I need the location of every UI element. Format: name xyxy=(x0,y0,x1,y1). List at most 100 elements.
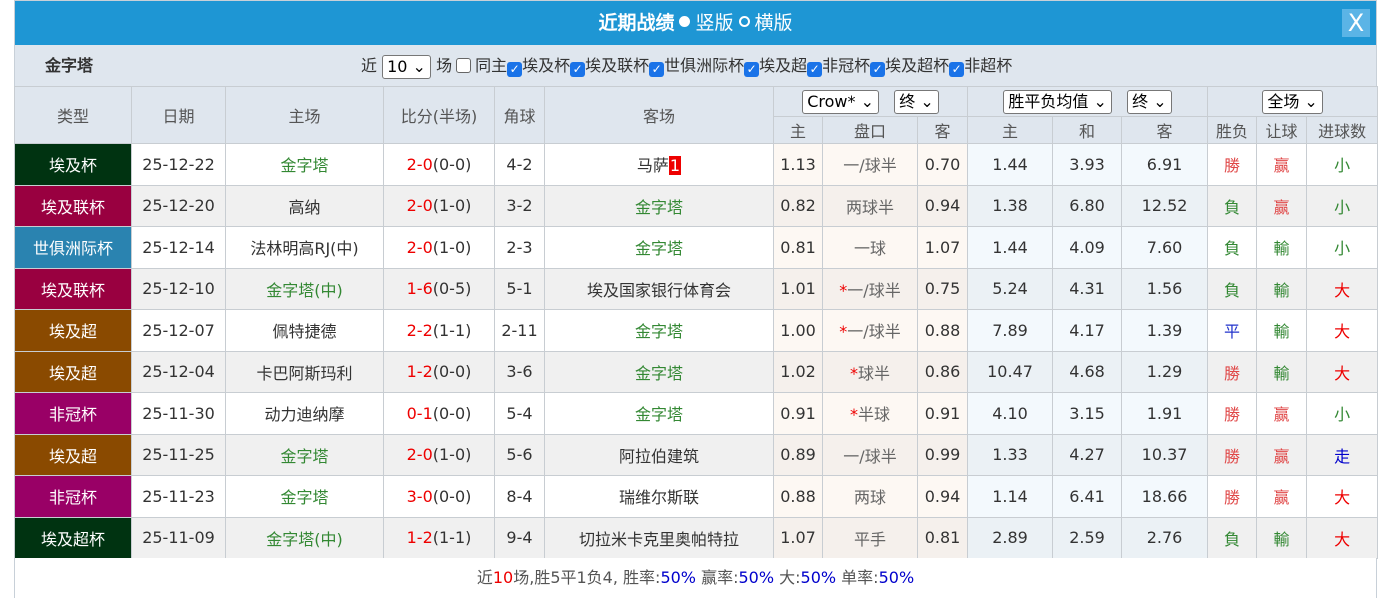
score-cell[interactable]: 1-6(0-5) xyxy=(383,267,495,310)
summary-bar: 近10场,胜5平1负4, 胜率:50% 赢率:50% 大:50% 单率:50% xyxy=(15,558,1376,598)
away-cell[interactable]: 金字塔 xyxy=(544,350,774,393)
home-team[interactable]: 金字塔(中) xyxy=(225,516,384,559)
score-cell[interactable]: 2-0(1-0) xyxy=(383,433,495,476)
win-odds: 2.89 xyxy=(967,516,1054,559)
half-time-score: (0-5) xyxy=(432,279,472,299)
home-team[interactable]: 高纳 xyxy=(225,184,384,227)
date-cell: 25-12-14 xyxy=(131,226,226,269)
score-cell[interactable]: 0-1(0-0) xyxy=(383,392,495,435)
half-time-score: (1-0) xyxy=(432,237,472,257)
away-cell[interactable]: 金字塔 xyxy=(544,392,774,435)
home-team[interactable]: 金字塔 xyxy=(225,143,384,186)
result-cell: 勝 xyxy=(1207,143,1258,186)
home-team[interactable]: 卡巴阿斯玛利 xyxy=(225,350,384,393)
league-cell[interactable]: 埃及超杯 xyxy=(14,516,132,559)
league-cell[interactable]: 世俱洲际杯 xyxy=(14,226,132,269)
away-cell[interactable]: 瑞维尔斯联 xyxy=(544,475,774,518)
table-row[interactable]: 埃及杯 25-12-22 金字塔 2-0(0-0) 4-2 马萨1 1.13 一… xyxy=(14,143,1379,186)
corner-cell: 2-3 xyxy=(494,226,545,269)
home-team[interactable]: 金字塔(中) xyxy=(225,267,384,310)
away-cell[interactable]: 埃及国家银行体育会 xyxy=(544,267,774,310)
league-cell[interactable]: 埃及超 xyxy=(14,309,132,352)
table-row[interactable]: 埃及超 25-12-04 卡巴阿斯玛利 1-2(0-0) 3-6 金字塔 1.0… xyxy=(14,350,1379,393)
league-checkbox[interactable]: ✓ xyxy=(649,62,665,77)
away-cell[interactable]: 金字塔 xyxy=(544,226,774,269)
score-cell[interactable]: 1-2(1-1) xyxy=(383,516,495,559)
line-text: 一/球半 xyxy=(843,156,897,176)
horizontal-label[interactable]: 横版 xyxy=(754,12,793,34)
away-team: 切拉米卡克里奥帕特拉 xyxy=(578,529,739,549)
loss-odds: 7.60 xyxy=(1121,226,1209,269)
away-cell[interactable]: 马萨1 xyxy=(544,143,774,186)
handicap-away-odds: 0.91 xyxy=(916,392,969,435)
table-row[interactable]: 埃及超杯 25-11-09 金字塔(中) 1-2(1-1) 9-4 切拉米卡克里… xyxy=(14,516,1379,559)
handicap-stage-select[interactable]: 终 ⌄ xyxy=(894,89,939,114)
radio-horizontal[interactable] xyxy=(738,16,750,27)
table-row[interactable]: 世俱洲际杯 25-12-14 法林明高RJ(中) 2-0(1-0) 2-3 金字… xyxy=(14,226,1379,269)
score-cell[interactable]: 2-2(1-1) xyxy=(383,309,495,352)
home-team[interactable]: 金字塔 xyxy=(225,475,384,518)
period-select[interactable]: 全场 ⌄ xyxy=(1262,89,1323,114)
table-row[interactable]: 埃及超 25-11-25 金字塔 2-0(1-0) 5-6 阿拉伯建筑 0.89… xyxy=(14,433,1379,476)
draw-odds: 2.59 xyxy=(1052,516,1123,559)
league-checkbox[interactable]: ✓ xyxy=(949,62,965,77)
away-team: 金字塔 xyxy=(634,239,683,259)
away-cell[interactable]: 阿拉伯建筑 xyxy=(544,433,774,476)
company-select[interactable]: Crow* ⌄ xyxy=(802,89,880,114)
away-team: 马萨 xyxy=(636,156,669,176)
league-cell[interactable]: 非冠杯 xyxy=(14,475,132,518)
league-cell[interactable]: 埃及超 xyxy=(14,433,132,476)
league-cell[interactable]: 埃及联杯 xyxy=(14,184,132,227)
home-team[interactable]: 金字塔 xyxy=(225,433,384,476)
handicap-line: 两球 xyxy=(822,475,918,518)
header-date: 日期 xyxy=(131,86,226,144)
handicap-result-cell: 赢 xyxy=(1256,143,1308,186)
league-checkbox[interactable]: ✓ xyxy=(807,62,823,77)
league-checkbox[interactable]: ✓ xyxy=(870,62,886,77)
score-cell[interactable]: 2-0(1-0) xyxy=(383,184,495,227)
full-time-score: 3-0 xyxy=(406,486,433,506)
loss-odds: 12.52 xyxy=(1121,184,1209,227)
league-checkbox[interactable]: ✓ xyxy=(744,62,760,77)
result-cell: 平 xyxy=(1207,309,1258,352)
away-cell[interactable]: 金字塔 xyxy=(544,184,774,227)
vertical-label[interactable]: 竖版 xyxy=(695,12,734,34)
away-cell[interactable]: 切拉米卡克里奥帕特拉 xyxy=(544,516,774,559)
home-team[interactable]: 动力迪纳摩 xyxy=(225,392,384,435)
table-row[interactable]: 埃及联杯 25-12-10 金字塔(中) 1-6(0-5) 5-1 埃及国家银行… xyxy=(14,267,1379,310)
odds-stage-value: 终 xyxy=(1132,91,1149,111)
line-text: 平手 xyxy=(853,529,886,549)
corner-cell: 2-11 xyxy=(494,309,545,352)
table-row[interactable]: 埃及联杯 25-12-20 高纳 2-0(1-0) 3-2 金字塔 0.82 两… xyxy=(14,184,1379,227)
home-team[interactable]: 法林明高RJ(中) xyxy=(225,226,384,269)
same-home-checkbox[interactable] xyxy=(456,58,472,73)
league-cell[interactable]: 埃及杯 xyxy=(14,143,132,186)
score-cell[interactable]: 1-2(0-0) xyxy=(383,350,495,393)
subheader: 客 xyxy=(1121,116,1209,144)
same-home-label: 同主 xyxy=(475,56,508,75)
league-checkbox[interactable]: ✓ xyxy=(570,62,586,77)
handicap-line: 平手 xyxy=(822,516,918,559)
odds-stage-select[interactable]: 终 ⌄ xyxy=(1127,89,1172,114)
home-team[interactable]: 佩特捷德 xyxy=(225,309,384,352)
league-cell[interactable]: 埃及超 xyxy=(14,350,132,393)
handicap-result-cell: 輸 xyxy=(1256,516,1308,559)
odds-type-select[interactable]: 胜平负均值 ⌄ xyxy=(1003,89,1112,114)
league-cell[interactable]: 埃及联杯 xyxy=(14,267,132,310)
score-cell[interactable]: 2-0(1-0) xyxy=(383,226,495,269)
league-cell[interactable]: 非冠杯 xyxy=(14,392,132,435)
radio-vertical[interactable] xyxy=(679,16,691,27)
league-checkbox[interactable]: ✓ xyxy=(507,62,523,77)
table-row[interactable]: 非冠杯 25-11-23 金字塔 3-0(0-0) 8-4 瑞维尔斯联 0.88… xyxy=(14,475,1379,518)
away-cell[interactable]: 金字塔 xyxy=(544,309,774,352)
half-time-score: (0-0) xyxy=(432,362,472,382)
table-row[interactable]: 埃及超 25-12-07 佩特捷德 2-2(1-1) 2-11 金字塔 1.00… xyxy=(14,309,1379,352)
close-button[interactable]: X xyxy=(1342,9,1370,37)
league-label: 埃及联杯 xyxy=(585,56,650,75)
table-row[interactable]: 非冠杯 25-11-30 动力迪纳摩 0-1(0-0) 5-4 金字塔 0.91… xyxy=(14,392,1379,435)
score-cell[interactable]: 2-0(0-0) xyxy=(383,143,495,186)
score-cell[interactable]: 3-0(0-0) xyxy=(383,475,495,518)
subheader: 胜负 xyxy=(1207,116,1258,144)
line-text: 一/球半 xyxy=(847,322,901,342)
match-count-select[interactable]: 10 ⌄ xyxy=(382,54,431,79)
